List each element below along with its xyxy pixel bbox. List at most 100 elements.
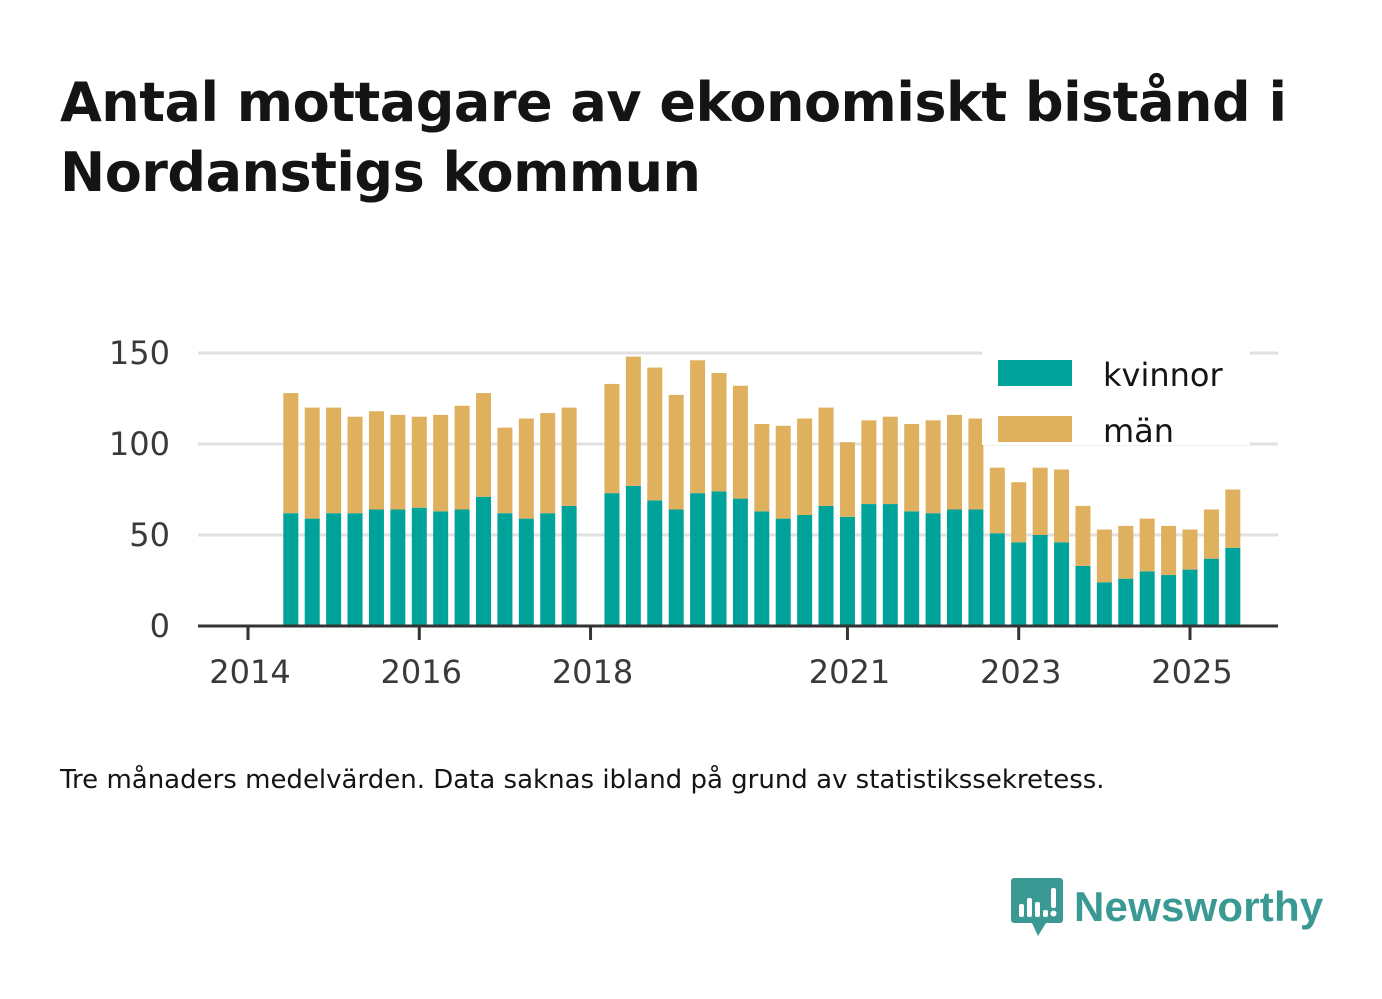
bar-kvinnor bbox=[797, 514, 813, 626]
x-tick-label: 2016 bbox=[381, 653, 462, 691]
bar-man bbox=[561, 407, 577, 506]
y-tick-label: 0 bbox=[150, 607, 170, 645]
chart-title: Antal mottagare av ekonomiskt bistånd i … bbox=[60, 71, 1287, 204]
bar-kvinnor bbox=[925, 513, 941, 626]
logo-text: Newsworthy bbox=[1074, 883, 1324, 930]
bar-kvinnor bbox=[861, 504, 877, 626]
bar-man bbox=[454, 405, 470, 510]
bar-man bbox=[818, 407, 834, 506]
bar-kvinnor bbox=[497, 513, 513, 626]
bar-man bbox=[904, 423, 920, 512]
legend-swatch bbox=[998, 360, 1072, 386]
bar-kvinnor bbox=[947, 509, 962, 626]
bar-kvinnor bbox=[326, 513, 342, 626]
y-axis-tick-labels: 0 50 100 150 bbox=[109, 334, 170, 645]
bar-man bbox=[1096, 529, 1112, 583]
bar-man bbox=[968, 418, 984, 510]
bar-kvinnor bbox=[518, 518, 534, 626]
bar-man bbox=[368, 411, 384, 510]
bar-man bbox=[1161, 525, 1177, 576]
bar-kvinnor bbox=[775, 518, 791, 626]
bar-kvinnor bbox=[1011, 542, 1027, 626]
bar-man bbox=[797, 418, 813, 515]
bar-man bbox=[326, 407, 342, 514]
bar-kvinnor bbox=[754, 511, 770, 626]
bar-kvinnor bbox=[1054, 542, 1070, 626]
bar-man bbox=[518, 418, 534, 519]
bar-kvinnor bbox=[368, 509, 384, 626]
bar-kvinnor bbox=[347, 513, 363, 626]
bar-kvinnor bbox=[668, 509, 684, 626]
bar-kvinnor bbox=[304, 518, 320, 626]
bar-man bbox=[304, 407, 320, 519]
bar-man bbox=[668, 394, 684, 510]
bar-kvinnor bbox=[476, 496, 491, 626]
x-tick-label: 2018 bbox=[552, 653, 633, 691]
bar-kvinnor bbox=[1032, 535, 1048, 626]
bar-kvinnor bbox=[882, 504, 898, 626]
bar-man bbox=[625, 356, 641, 486]
x-tick-label: 2014 bbox=[209, 653, 290, 691]
bar-man bbox=[754, 423, 770, 512]
bar-man bbox=[839, 442, 855, 517]
bar-man bbox=[497, 427, 513, 514]
bar-man bbox=[1203, 509, 1219, 559]
bar-kvinnor bbox=[732, 498, 748, 626]
bar-kvinnor bbox=[433, 511, 449, 626]
bar-man bbox=[647, 367, 663, 501]
x-tick-label: 2021 bbox=[809, 653, 890, 691]
y-tick-label: 150 bbox=[109, 334, 170, 372]
bar-man bbox=[283, 393, 299, 514]
legend: kvinnor män bbox=[982, 345, 1250, 450]
bar-kvinnor bbox=[561, 505, 577, 626]
bar-man bbox=[690, 360, 706, 494]
newsworthy-chart-bubble-icon bbox=[1011, 878, 1063, 936]
bar-kvinnor bbox=[1182, 569, 1198, 626]
bar-kvinnor bbox=[690, 493, 706, 626]
bar-kvinnor bbox=[1139, 571, 1155, 626]
bar-man bbox=[1032, 467, 1048, 535]
bar-kvinnor bbox=[1096, 582, 1112, 626]
legend-label: kvinnor bbox=[1103, 356, 1224, 394]
bar-man bbox=[989, 467, 1005, 534]
bar-kvinnor bbox=[1118, 578, 1134, 626]
bar-man bbox=[433, 414, 449, 512]
bar-man bbox=[1139, 518, 1155, 572]
newsworthy-logo[interactable]: Newsworthy bbox=[1010, 876, 1323, 938]
bar-man bbox=[732, 385, 748, 499]
stacked-bar-chart: 0 50 100 150 2014 2016 2018 2021 2023 2025 kvinn… bbox=[109, 334, 1278, 691]
x-axis: 2014 2016 2018 2021 2023 2025 bbox=[198, 624, 1278, 691]
bar-man bbox=[1011, 482, 1027, 543]
bar-man bbox=[1054, 469, 1070, 543]
y-tick-label: 50 bbox=[129, 516, 170, 554]
y-tick-label: 100 bbox=[109, 425, 170, 463]
bar-kvinnor bbox=[1161, 575, 1177, 626]
bars bbox=[283, 356, 1241, 626]
bar-kvinnor bbox=[711, 491, 727, 626]
bar-man bbox=[925, 420, 941, 514]
bar-man bbox=[947, 414, 962, 510]
legend-swatch bbox=[998, 416, 1072, 442]
bar-kvinnor bbox=[411, 507, 427, 626]
bar-man bbox=[390, 414, 406, 510]
bar-kvinnor bbox=[390, 509, 406, 626]
bar-kvinnor bbox=[625, 485, 641, 626]
bar-man bbox=[476, 393, 491, 497]
bar-man bbox=[1182, 529, 1198, 570]
bar-man bbox=[347, 416, 363, 514]
bar-kvinnor bbox=[818, 505, 834, 626]
bar-man bbox=[604, 383, 620, 494]
bar-kvinnor bbox=[839, 516, 855, 626]
bar-kvinnor bbox=[1203, 558, 1219, 626]
bar-man bbox=[1075, 505, 1091, 566]
bar-man bbox=[1225, 489, 1241, 548]
bar-man bbox=[1118, 525, 1134, 579]
bar-man bbox=[540, 413, 556, 514]
bar-man bbox=[882, 416, 898, 505]
bar-kvinnor bbox=[454, 509, 470, 626]
bar-man bbox=[411, 416, 427, 508]
bar-kvinnor bbox=[647, 500, 663, 626]
bar-kvinnor bbox=[540, 513, 556, 626]
chart-caption: Tre månaders medelvärden. Data saknas ib… bbox=[60, 765, 1105, 795]
bar-kvinnor bbox=[1225, 547, 1241, 626]
